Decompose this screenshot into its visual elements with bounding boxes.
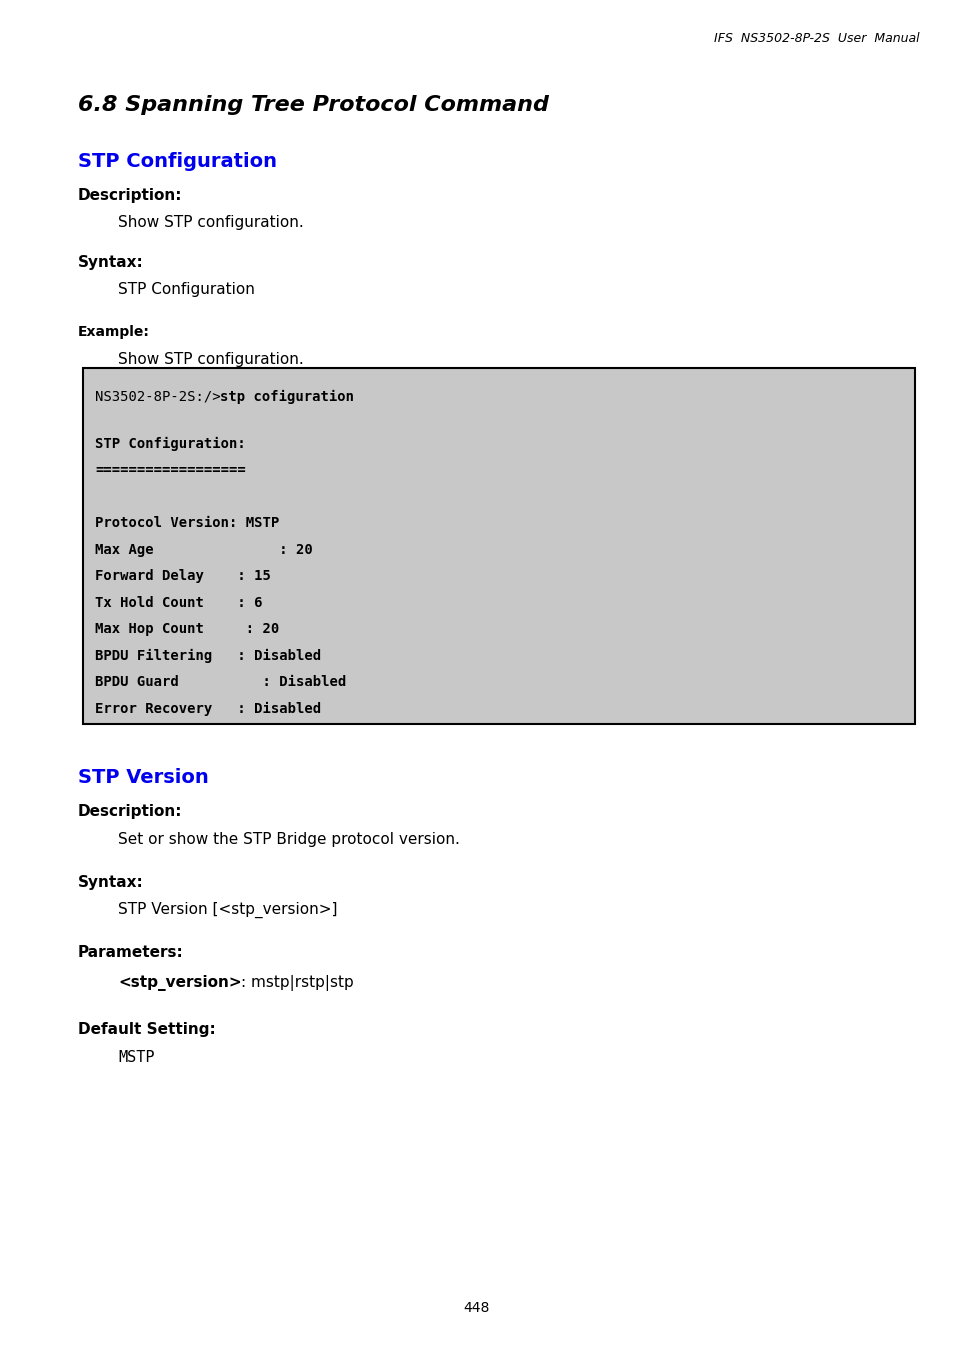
Text: STP Version [<stp_version>]: STP Version [<stp_version>] xyxy=(118,902,337,918)
Text: Max Hop Count     : 20: Max Hop Count : 20 xyxy=(95,622,279,636)
Text: STP Configuration: STP Configuration xyxy=(118,282,254,297)
Text: STP Configuration:: STP Configuration: xyxy=(95,437,246,451)
Text: Set or show the STP Bridge protocol version.: Set or show the STP Bridge protocol vers… xyxy=(118,832,459,846)
Text: MSTP: MSTP xyxy=(118,1050,154,1065)
Text: Description:: Description: xyxy=(78,805,182,819)
Text: BPDU Filtering   : Disabled: BPDU Filtering : Disabled xyxy=(95,649,321,663)
Text: Show STP configuration.: Show STP configuration. xyxy=(118,215,303,230)
Text: Example:: Example: xyxy=(78,325,150,339)
Text: NS3502-8P-2S:/>: NS3502-8P-2S:/> xyxy=(95,390,220,404)
Text: Parameters:: Parameters: xyxy=(78,945,184,960)
Text: Forward Delay    : 15: Forward Delay : 15 xyxy=(95,570,271,583)
Text: stp cofiguration: stp cofiguration xyxy=(220,390,354,404)
Text: : mstp|rstp|stp: : mstp|rstp|stp xyxy=(241,975,354,991)
Text: STP Configuration: STP Configuration xyxy=(78,153,276,171)
Text: 448: 448 xyxy=(463,1301,490,1315)
Text: Syntax:: Syntax: xyxy=(78,875,144,890)
Text: ==================: ================== xyxy=(95,463,246,478)
Text: Max Age               : 20: Max Age : 20 xyxy=(95,543,313,558)
Text: Tx Hold Count    : 6: Tx Hold Count : 6 xyxy=(95,595,262,610)
Text: IFS  NS3502-8P-2S  User  Manual: IFS NS3502-8P-2S User Manual xyxy=(714,32,919,45)
Text: Error Recovery   : Disabled: Error Recovery : Disabled xyxy=(95,702,321,716)
Text: <stp_version>: <stp_version> xyxy=(118,975,241,991)
Text: Default Setting:: Default Setting: xyxy=(78,1022,215,1037)
Text: Show STP configuration.: Show STP configuration. xyxy=(118,352,303,367)
Text: Description:: Description: xyxy=(78,188,182,202)
Text: BPDU Guard          : Disabled: BPDU Guard : Disabled xyxy=(95,675,346,690)
Text: Syntax:: Syntax: xyxy=(78,255,144,270)
Text: 6.8 Spanning Tree Protocol Command: 6.8 Spanning Tree Protocol Command xyxy=(78,95,548,115)
Text: STP Version: STP Version xyxy=(78,768,209,787)
Text: Protocol Version: MSTP: Protocol Version: MSTP xyxy=(95,517,279,531)
Bar xyxy=(83,369,914,724)
